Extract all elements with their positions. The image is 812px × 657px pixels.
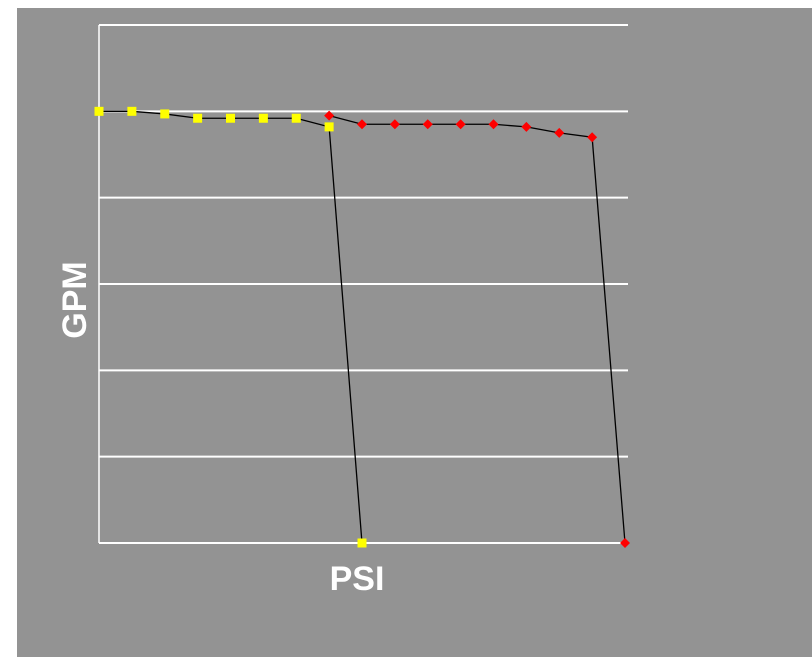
series-0-point-9 [620, 538, 630, 548]
series-1-point-4 [226, 113, 235, 123]
series-0-point-4 [455, 119, 466, 130]
gridlines [99, 24, 628, 544]
series-0-point-5 [488, 119, 499, 130]
series-1-point-0 [94, 106, 104, 116]
series-lines [99, 110, 626, 544]
series-0-point-6 [521, 121, 532, 132]
series-0-point-2 [389, 119, 400, 130]
series-1-point-5 [258, 113, 268, 123]
chart-panel [17, 8, 812, 657]
series-1-point-7 [324, 122, 334, 132]
series-0-line [328, 115, 626, 544]
series-1-point-2 [160, 109, 170, 119]
series-0-point-7 [554, 127, 565, 138]
series-0-point-3 [422, 119, 433, 130]
series-0-point-1 [357, 119, 367, 130]
series-1-point-6 [291, 113, 301, 123]
series-0-point-0 [324, 110, 335, 121]
series-0-point-8 [587, 132, 598, 143]
series-1-point-1 [127, 106, 137, 116]
series-1-line [99, 110, 363, 544]
series-markers [94, 106, 630, 548]
series-1-point-8 [357, 538, 367, 548]
y-axis-title: GPM [56, 261, 94, 338]
series-1-point-3 [193, 113, 203, 123]
x-axis-title: PSI [330, 560, 385, 598]
